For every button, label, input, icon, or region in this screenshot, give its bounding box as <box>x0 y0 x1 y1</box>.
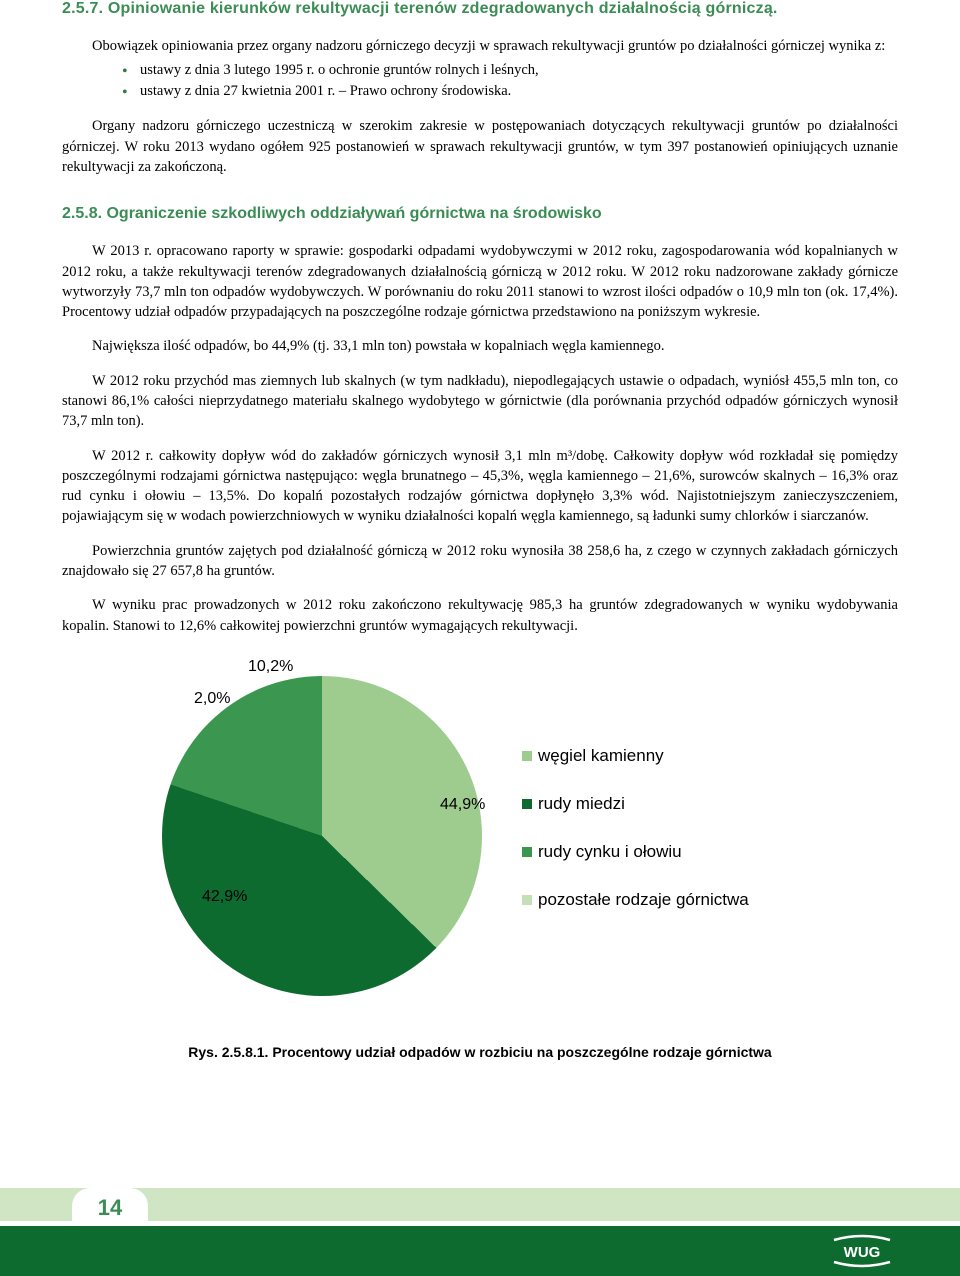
legend-label-2: rudy miedzi <box>538 794 625 814</box>
legend-label-1: węgiel kamienny <box>538 746 664 766</box>
section2-p5: Powierzchnia gruntów zajętych pod działa… <box>62 541 898 582</box>
pie-chart <box>162 676 482 996</box>
pie-label-2: 42,9% <box>202 888 247 906</box>
legend-item-2: rudy miedzi <box>522 794 749 814</box>
section2-p3: W 2012 roku przychód mas ziemnych lub sk… <box>62 371 898 432</box>
pie-legend: węgiel kamienny rudy miedzi rudy cynku i… <box>522 746 749 938</box>
footer-bar <box>0 1226 960 1276</box>
legend-label-3: rudy cynku i ołowiu <box>538 842 682 862</box>
pie-label-4: 10,2% <box>248 658 293 676</box>
bullet-2: ustawy z dnia 27 kwietnia 2001 r. – Praw… <box>122 81 898 102</box>
chart-caption: Rys. 2.5.8.1. Procentowy udział odpadów … <box>62 1044 898 1060</box>
section2-p4: W 2012 r. całkowity dopływ wód do zakład… <box>62 446 898 527</box>
svg-text:WUG: WUG <box>844 1244 881 1261</box>
section2-p1: W 2013 r. opracowano raporty w sprawie: … <box>62 241 898 322</box>
section1-p1: Obowiązek opiniowania przez organy nadzo… <box>62 36 898 56</box>
bullet-1: ustawy z dnia 3 lutego 1995 r. o ochroni… <box>122 60 898 81</box>
legend-swatch-1 <box>522 751 532 761</box>
legend-item-3: rudy cynku i ołowiu <box>522 842 749 862</box>
pie-label-1: 44,9% <box>440 796 485 814</box>
legend-swatch-3 <box>522 847 532 857</box>
legend-swatch-4 <box>522 895 532 905</box>
legend-item-1: węgiel kamienny <box>522 746 749 766</box>
pie-label-3: 2,0% <box>194 690 230 708</box>
section-2-5-8-heading: 2.5.8. Ograniczenie szkodliwych oddziały… <box>62 205 898 223</box>
section2-p2: Największa ilość odpadów, bo 44,9% (tj. … <box>62 336 898 356</box>
page-footer: 14 WUG <box>0 1196 960 1276</box>
section-2-5-7-heading: 2.5.7. Opiniowanie kierunków rekultywacj… <box>62 0 898 18</box>
pie-chart-container: 44,9% 42,9% 2,0% 10,2% węgiel kamienny r… <box>62 656 898 1016</box>
section1-bullets: ustawy z dnia 3 lutego 1995 r. o ochroni… <box>122 60 898 102</box>
wug-logo-icon: WUG <box>828 1234 896 1268</box>
page-number: 14 <box>72 1188 148 1224</box>
section2-p6: W wyniku prac prowadzonych w 2012 roku z… <box>62 595 898 636</box>
legend-label-4: pozostałe rodzaje górnictwa <box>538 890 749 910</box>
legend-item-4: pozostałe rodzaje górnictwa <box>522 890 749 910</box>
legend-swatch-2 <box>522 799 532 809</box>
section1-p2: Organy nadzoru górniczego uczestniczą w … <box>62 116 898 177</box>
